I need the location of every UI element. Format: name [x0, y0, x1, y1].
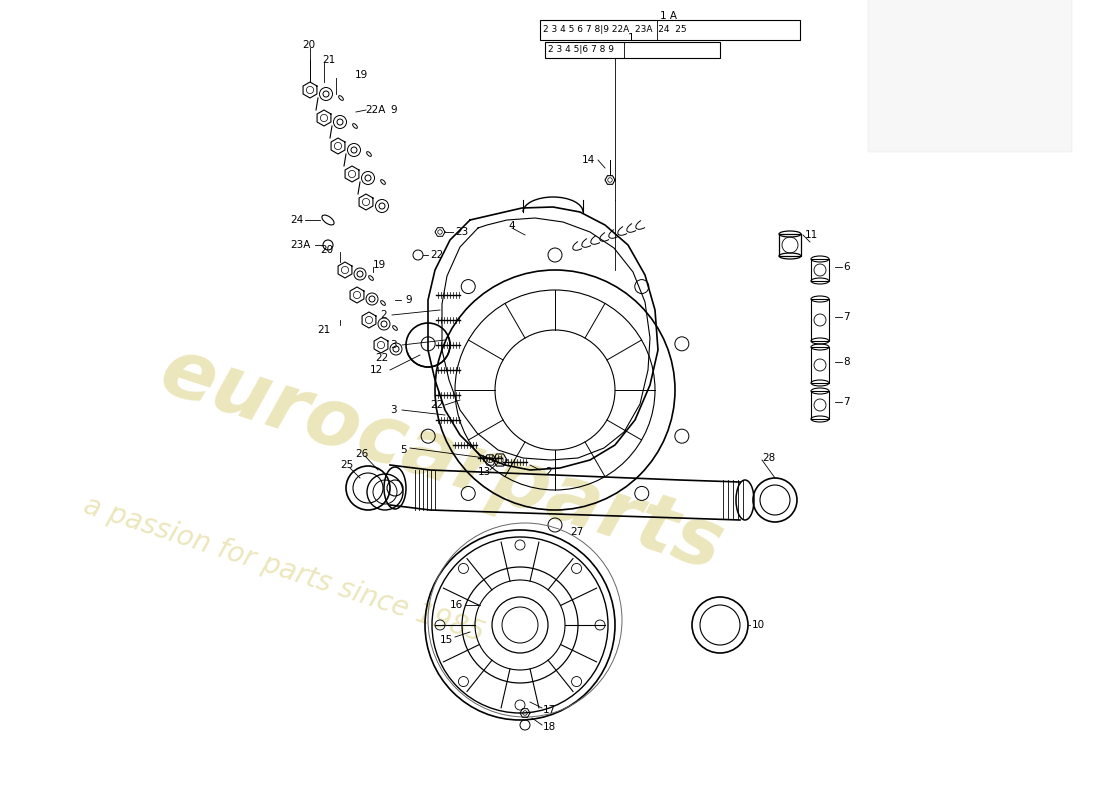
Bar — [811, 259, 829, 281]
Text: 19: 19 — [355, 70, 368, 80]
Text: 3: 3 — [390, 405, 397, 415]
Bar — [540, 20, 800, 40]
Text: 2 3 4 5 6 7 8|9 22A  23A  24  25: 2 3 4 5 6 7 8|9 22A 23A 24 25 — [543, 26, 686, 34]
Text: 20: 20 — [302, 40, 315, 50]
Text: 15: 15 — [440, 635, 453, 645]
Text: 21: 21 — [322, 55, 335, 65]
Text: 7: 7 — [843, 312, 849, 322]
Text: 22: 22 — [430, 400, 443, 410]
Text: 27: 27 — [570, 527, 583, 537]
Text: 7: 7 — [843, 397, 849, 407]
Text: 22: 22 — [375, 353, 388, 363]
Text: 19: 19 — [373, 260, 386, 270]
Text: 25: 25 — [340, 460, 353, 470]
Text: 23A: 23A — [290, 240, 310, 250]
Text: 10: 10 — [752, 620, 766, 630]
FancyBboxPatch shape — [868, 0, 1072, 152]
Text: 2: 2 — [379, 310, 386, 320]
Text: 26: 26 — [355, 449, 368, 459]
Bar — [811, 299, 829, 341]
Text: 20: 20 — [320, 245, 333, 255]
Bar — [544, 42, 720, 58]
Text: 12: 12 — [370, 365, 383, 375]
Text: 4: 4 — [508, 221, 515, 231]
Text: 6: 6 — [843, 262, 849, 272]
Text: 14: 14 — [582, 155, 595, 165]
Bar — [811, 347, 829, 383]
Text: 21: 21 — [317, 325, 330, 335]
Text: eurocarparts: eurocarparts — [150, 332, 733, 588]
Text: 11: 11 — [805, 230, 818, 240]
Bar — [779, 234, 801, 256]
Text: 13: 13 — [478, 467, 492, 477]
Text: 3: 3 — [390, 340, 397, 350]
Text: a passion for parts since 1985: a passion for parts since 1985 — [80, 492, 487, 648]
Text: 5: 5 — [400, 445, 407, 455]
Text: 23: 23 — [455, 227, 469, 237]
Text: 18: 18 — [543, 722, 557, 732]
Text: 17: 17 — [543, 705, 557, 715]
Text: 8: 8 — [843, 357, 849, 367]
Text: 9: 9 — [405, 295, 411, 305]
Text: 22: 22 — [430, 250, 443, 260]
Text: 28: 28 — [762, 453, 776, 463]
Text: 16: 16 — [450, 600, 463, 610]
Text: 1: 1 — [627, 33, 634, 43]
Bar — [811, 391, 829, 419]
Text: 24: 24 — [290, 215, 304, 225]
Text: 9: 9 — [390, 105, 397, 115]
Text: 22A: 22A — [365, 105, 385, 115]
Text: 2 3 4 5|6 7 8 9: 2 3 4 5|6 7 8 9 — [548, 46, 614, 54]
Text: 1 A: 1 A — [660, 11, 676, 21]
Text: 2: 2 — [544, 467, 551, 477]
